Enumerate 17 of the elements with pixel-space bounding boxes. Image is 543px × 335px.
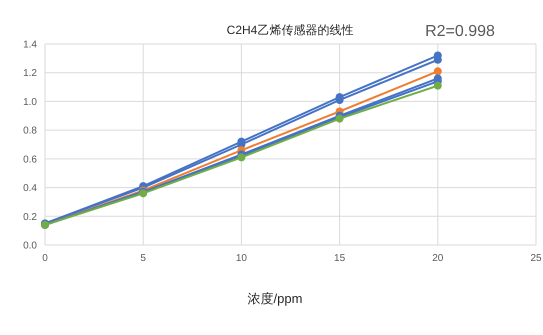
y-tick-label: 1.0 [23, 96, 38, 108]
y-tick-label: 0.0 [23, 240, 38, 252]
text: R2=0.998 [425, 23, 496, 40]
y-tick-label: 1.4 [23, 40, 38, 50]
x-tick-label: 10 [236, 253, 248, 264]
x-tick-label: 20 [432, 253, 444, 264]
y-tick-label: 0.4 [23, 183, 38, 194]
y-tick-label: 1.2 [23, 68, 38, 80]
y-tick-label: 0.2 [23, 212, 38, 223]
x-tick-label: 15 [334, 253, 346, 264]
y-tick-label: 0.6 [23, 154, 38, 166]
chart-title: C2H4乙烯传感器的线性 [226, 23, 354, 37]
x-tick-label: 5 [140, 253, 146, 264]
x-axis-title: 浓度/ppm [248, 291, 302, 306]
x-tick-label: 0 [42, 253, 48, 264]
y-tick-label: 0.8 [23, 126, 38, 137]
x-tick-label: 25 [530, 253, 542, 264]
